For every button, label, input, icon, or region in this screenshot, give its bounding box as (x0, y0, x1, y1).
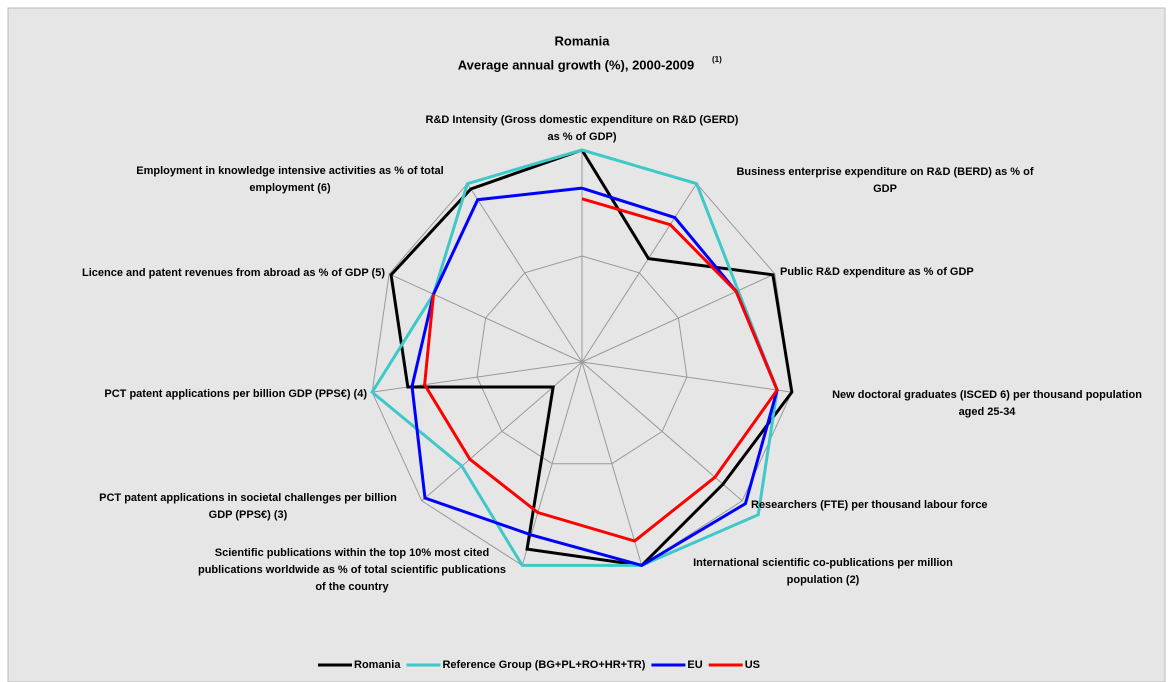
axis-label-line: as % of GDP) (547, 131, 616, 143)
axis-label: Licence and patent revenues from abroad … (82, 267, 385, 279)
axis-label-line: aged 25-34 (959, 406, 1017, 418)
axis-label-line: Business enterprise expenditure on R&D (… (736, 166, 1033, 178)
series-line (370, 148, 779, 567)
axis-label-line: Researchers (FTE) per thousand labour fo… (751, 499, 988, 511)
series-line (389, 148, 794, 568)
spoke (581, 361, 792, 393)
axis-label: Business enterprise expenditure on R&D (… (736, 166, 1033, 195)
spoke (388, 273, 583, 363)
axis-label-line: employment (6) (249, 182, 331, 194)
spoke (466, 183, 583, 363)
axis-label-line: GDP (873, 183, 897, 195)
grid-ring (476, 255, 688, 465)
axis-label-line: GDP (PPS€) (3) (209, 509, 288, 521)
axis-label-line: of the country (315, 581, 389, 593)
spoke (421, 361, 583, 502)
axis-label-line: Licence and patent revenues from abroad … (82, 267, 385, 279)
axis-label-line: population (2) (787, 574, 860, 586)
spoke (581, 183, 698, 363)
legend-label: US (745, 659, 760, 671)
axis-label: Researchers (FTE) per thousand labour fo… (751, 499, 988, 511)
chart-title: Romania (555, 33, 611, 48)
axis-label-line: New doctoral graduates (ISCED 6) per tho… (832, 389, 1142, 401)
legend-label: Romania (354, 659, 401, 671)
series-line (423, 197, 779, 543)
spoke (581, 361, 643, 566)
legend-label: Reference Group (BG+PL+RO+HR+TR) (442, 659, 645, 671)
chart-subtitle: Average annual growth (%), 2000-2009 (458, 57, 695, 72)
axis-label-line: PCT patent applications per billion GDP … (104, 388, 367, 400)
axis-label-line: Scientific publications within the top 1… (215, 547, 489, 559)
axis-label-line: R&D Intensity (Gross domestic expenditur… (426, 114, 739, 126)
axis-label-line: PCT patent applications in societal chal… (99, 492, 397, 504)
footnote-marker: (1) (712, 55, 722, 64)
legend-label: EU (687, 659, 702, 671)
axis-label-line: Public R&D expenditure as % of GDP (780, 266, 974, 278)
axis-label: Public R&D expenditure as % of GDP (780, 266, 974, 278)
spoke (521, 361, 583, 566)
axis-label: New doctoral graduates (ISCED 6) per tho… (832, 389, 1142, 418)
axis-label-line: Employment in knowledge intensive activi… (136, 165, 443, 177)
axis-label-line: publications worldwide as % of total sci… (198, 564, 506, 576)
axis-label: PCT patent applications in societal chal… (99, 492, 397, 521)
axis-label: International scientific co-publications… (693, 557, 953, 586)
axis-label: R&D Intensity (Gross domestic expenditur… (426, 114, 739, 143)
axis-label: Employment in knowledge intensive activi… (136, 165, 443, 194)
plot-background (7, 7, 1166, 682)
spoke (581, 273, 776, 363)
axis-label: PCT patent applications per billion GDP … (104, 388, 367, 400)
axis-label-line: International scientific co-publications… (693, 557, 953, 569)
axis-label: Scientific publications within the top 1… (198, 547, 506, 593)
